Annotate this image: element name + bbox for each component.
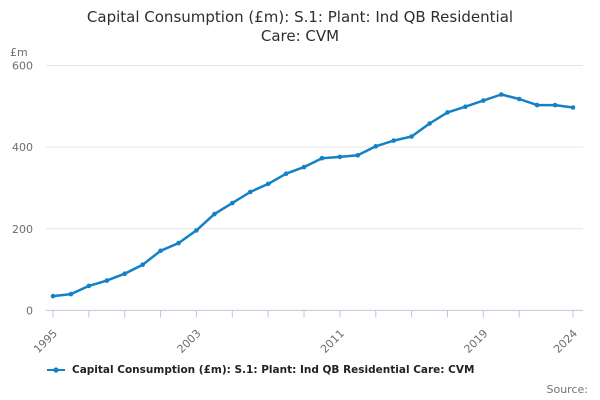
source-label: Source:	[546, 383, 589, 396]
y-gridlines	[46, 65, 583, 230]
chart-title-line2: Care: CVM	[260, 27, 340, 45]
data-point[interactable]	[481, 98, 486, 103]
y-tick-label: 400	[12, 141, 33, 154]
x-tick-label: 2003	[175, 327, 204, 356]
data-point[interactable]	[86, 283, 92, 289]
legend-item[interactable]: Capital Consumption (£m): S.1: Plant: In…	[46, 364, 474, 376]
data-point[interactable]	[355, 153, 361, 158]
data-point[interactable]	[230, 200, 235, 206]
chart-title: Capital Consumption (£m): S.1: Plant: In…	[0, 8, 600, 46]
data-point[interactable]	[140, 262, 145, 268]
x-axis-ticks	[52, 310, 574, 318]
data-point[interactable]	[391, 138, 397, 143]
data-point[interactable]	[552, 102, 558, 108]
y-axis-labels: 0 200 400 600	[12, 60, 33, 318]
data-point[interactable]	[50, 293, 56, 299]
series-line	[51, 93, 575, 298]
data-points	[50, 92, 576, 299]
data-point[interactable]	[373, 144, 379, 149]
data-point[interactable]	[337, 154, 343, 160]
x-tick-label: 2019	[461, 327, 490, 356]
data-point[interactable]	[534, 102, 540, 108]
data-point[interactable]	[319, 155, 325, 161]
x-tick-label: 2011	[318, 327, 347, 356]
data-point[interactable]	[68, 291, 74, 297]
y-tick-label: 0	[26, 304, 33, 317]
x-tick-label: 1995	[31, 327, 60, 356]
data-point[interactable]	[499, 92, 504, 97]
data-point[interactable]	[409, 134, 414, 139]
data-point[interactable]	[212, 211, 217, 217]
chart-title-line1: Capital Consumption (£m): S.1: Plant: In…	[86, 8, 514, 26]
x-tick-label: 2024	[551, 327, 580, 356]
data-point[interactable]	[463, 104, 468, 109]
data-point[interactable]	[176, 240, 181, 246]
y-tick-label: 200	[12, 223, 33, 236]
data-point[interactable]	[194, 228, 199, 233]
data-point[interactable]	[158, 248, 163, 254]
data-point[interactable]	[427, 121, 432, 126]
data-point[interactable]	[301, 164, 307, 170]
legend-label: Capital Consumption (£m): S.1: Plant: In…	[72, 364, 475, 376]
legend: Capital Consumption (£m): S.1: Plant: In…	[46, 364, 586, 376]
data-point[interactable]	[445, 110, 450, 115]
y-tick-label: 600	[12, 60, 33, 73]
data-point[interactable]	[247, 189, 253, 195]
data-point[interactable]	[283, 171, 289, 176]
legend-marker	[53, 367, 59, 373]
y-axis-unit-label: £m	[10, 46, 28, 59]
data-point[interactable]	[104, 278, 110, 283]
data-point[interactable]	[570, 105, 576, 110]
data-point[interactable]	[122, 271, 127, 277]
data-point[interactable]	[265, 181, 271, 187]
data-point[interactable]	[516, 96, 522, 102]
line-series-icon	[47, 367, 65, 373]
x-axis-labels: 1995 2003 2011 2019 2024	[31, 327, 580, 356]
